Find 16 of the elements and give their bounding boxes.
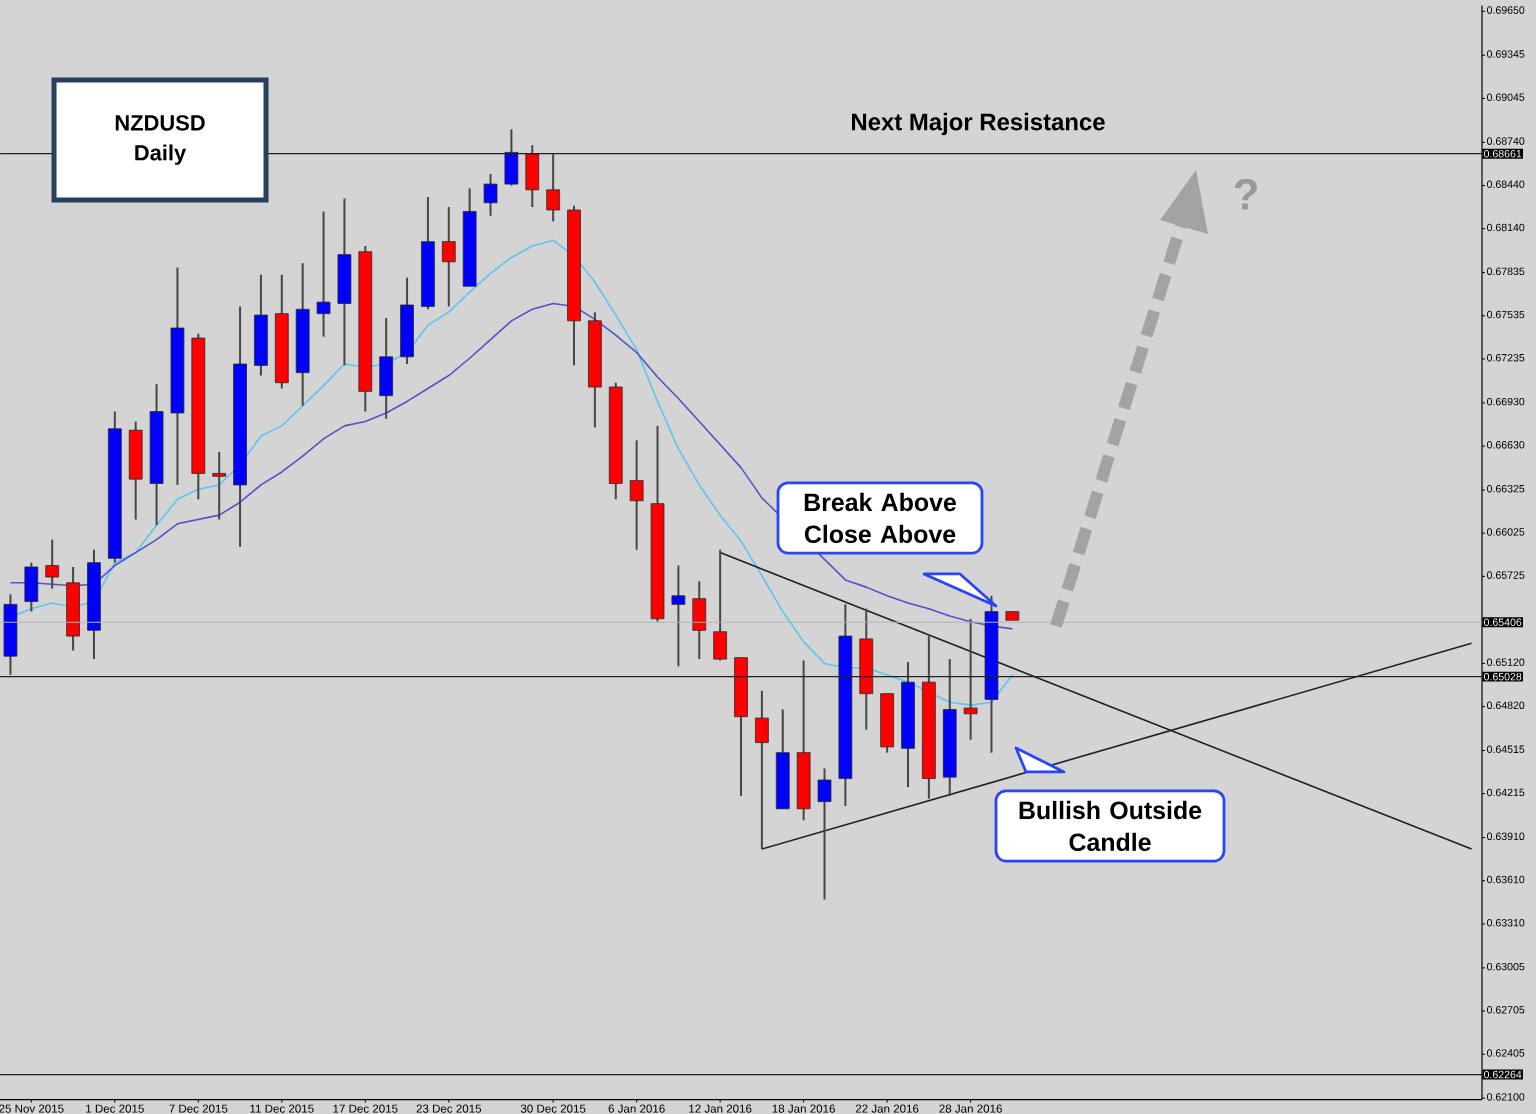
annotation: ? — [1234, 178, 1257, 210]
candlestick — [24, 561, 39, 613]
candlestick — [441, 206, 456, 308]
candlestick — [45, 538, 60, 590]
candlestick — [316, 210, 331, 338]
candlestick — [483, 173, 498, 217]
candlestick — [379, 316, 394, 420]
candlestick — [212, 450, 227, 521]
candlestick — [629, 439, 644, 551]
annotation: Next Major Resistance — [852, 112, 1105, 136]
annotation: Bullish Outside Candle — [1019, 800, 1202, 852]
candlestick — [671, 564, 686, 668]
text: NZDUSD — [115, 115, 205, 131]
text: Daily — [135, 144, 187, 165]
annotation: Break Above Close Above — [804, 492, 956, 544]
candlestick — [692, 580, 707, 661]
